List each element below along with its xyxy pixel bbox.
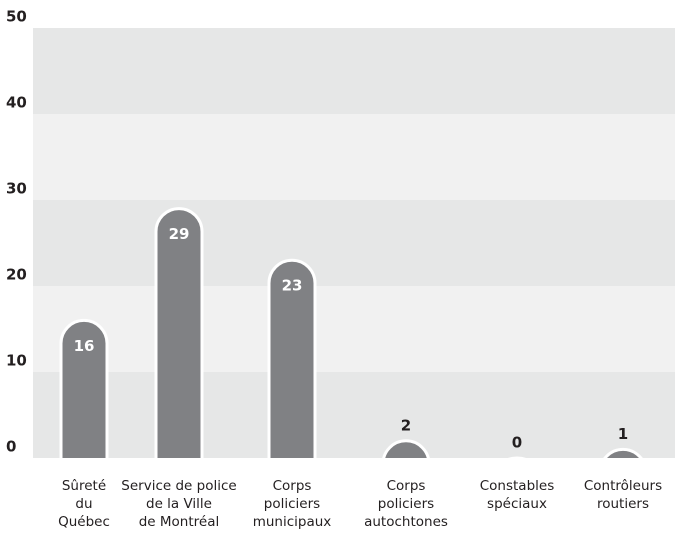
x-tick-label: du [75, 496, 92, 512]
bar [59, 318, 109, 458]
bar [267, 258, 317, 458]
bar [154, 207, 204, 458]
x-tick-label: Québec [58, 514, 110, 530]
x-tick-label: policiers [378, 496, 434, 512]
value-label: 16 [74, 337, 95, 355]
grid-band [33, 28, 675, 114]
x-tick-label: policiers [264, 496, 320, 512]
x-tick-label: Service de police [121, 478, 236, 494]
value-label: 2 [401, 416, 411, 434]
y-tick-label: 10 [6, 352, 27, 370]
grid-band [33, 286, 675, 372]
bar [603, 447, 643, 458]
x-tick-label: municipaux [253, 514, 332, 530]
x-tick-label: Contrôleurs [584, 478, 662, 494]
value-label: 1 [618, 425, 628, 443]
x-tick-label: de Montréal [139, 514, 220, 530]
x-tick-label: Corps [387, 478, 426, 494]
grid-band [33, 114, 675, 200]
value-label: 0 [512, 434, 522, 452]
grid-band [33, 372, 675, 458]
x-tick-label: Constables [480, 478, 555, 494]
y-tick-label: 30 [6, 180, 27, 198]
y-tick-label: 50 [6, 8, 27, 26]
x-tick-label: Sûreté [62, 478, 106, 494]
x-tick-label: spéciaux [487, 496, 547, 512]
x-tick-label: de la Ville [146, 496, 212, 512]
y-tick-label: 40 [6, 94, 27, 112]
x-tick-label: Corps [273, 478, 312, 494]
y-tick-label: 0 [6, 438, 16, 456]
x-tick-label: routiers [597, 496, 649, 512]
bars [59, 207, 643, 458]
x-tick-label: autochtones [364, 514, 448, 530]
grid-band [33, 200, 675, 286]
value-label: 29 [169, 225, 190, 243]
y-tick-label: 20 [6, 266, 27, 284]
bar [382, 439, 430, 458]
value-label: 23 [282, 277, 303, 295]
